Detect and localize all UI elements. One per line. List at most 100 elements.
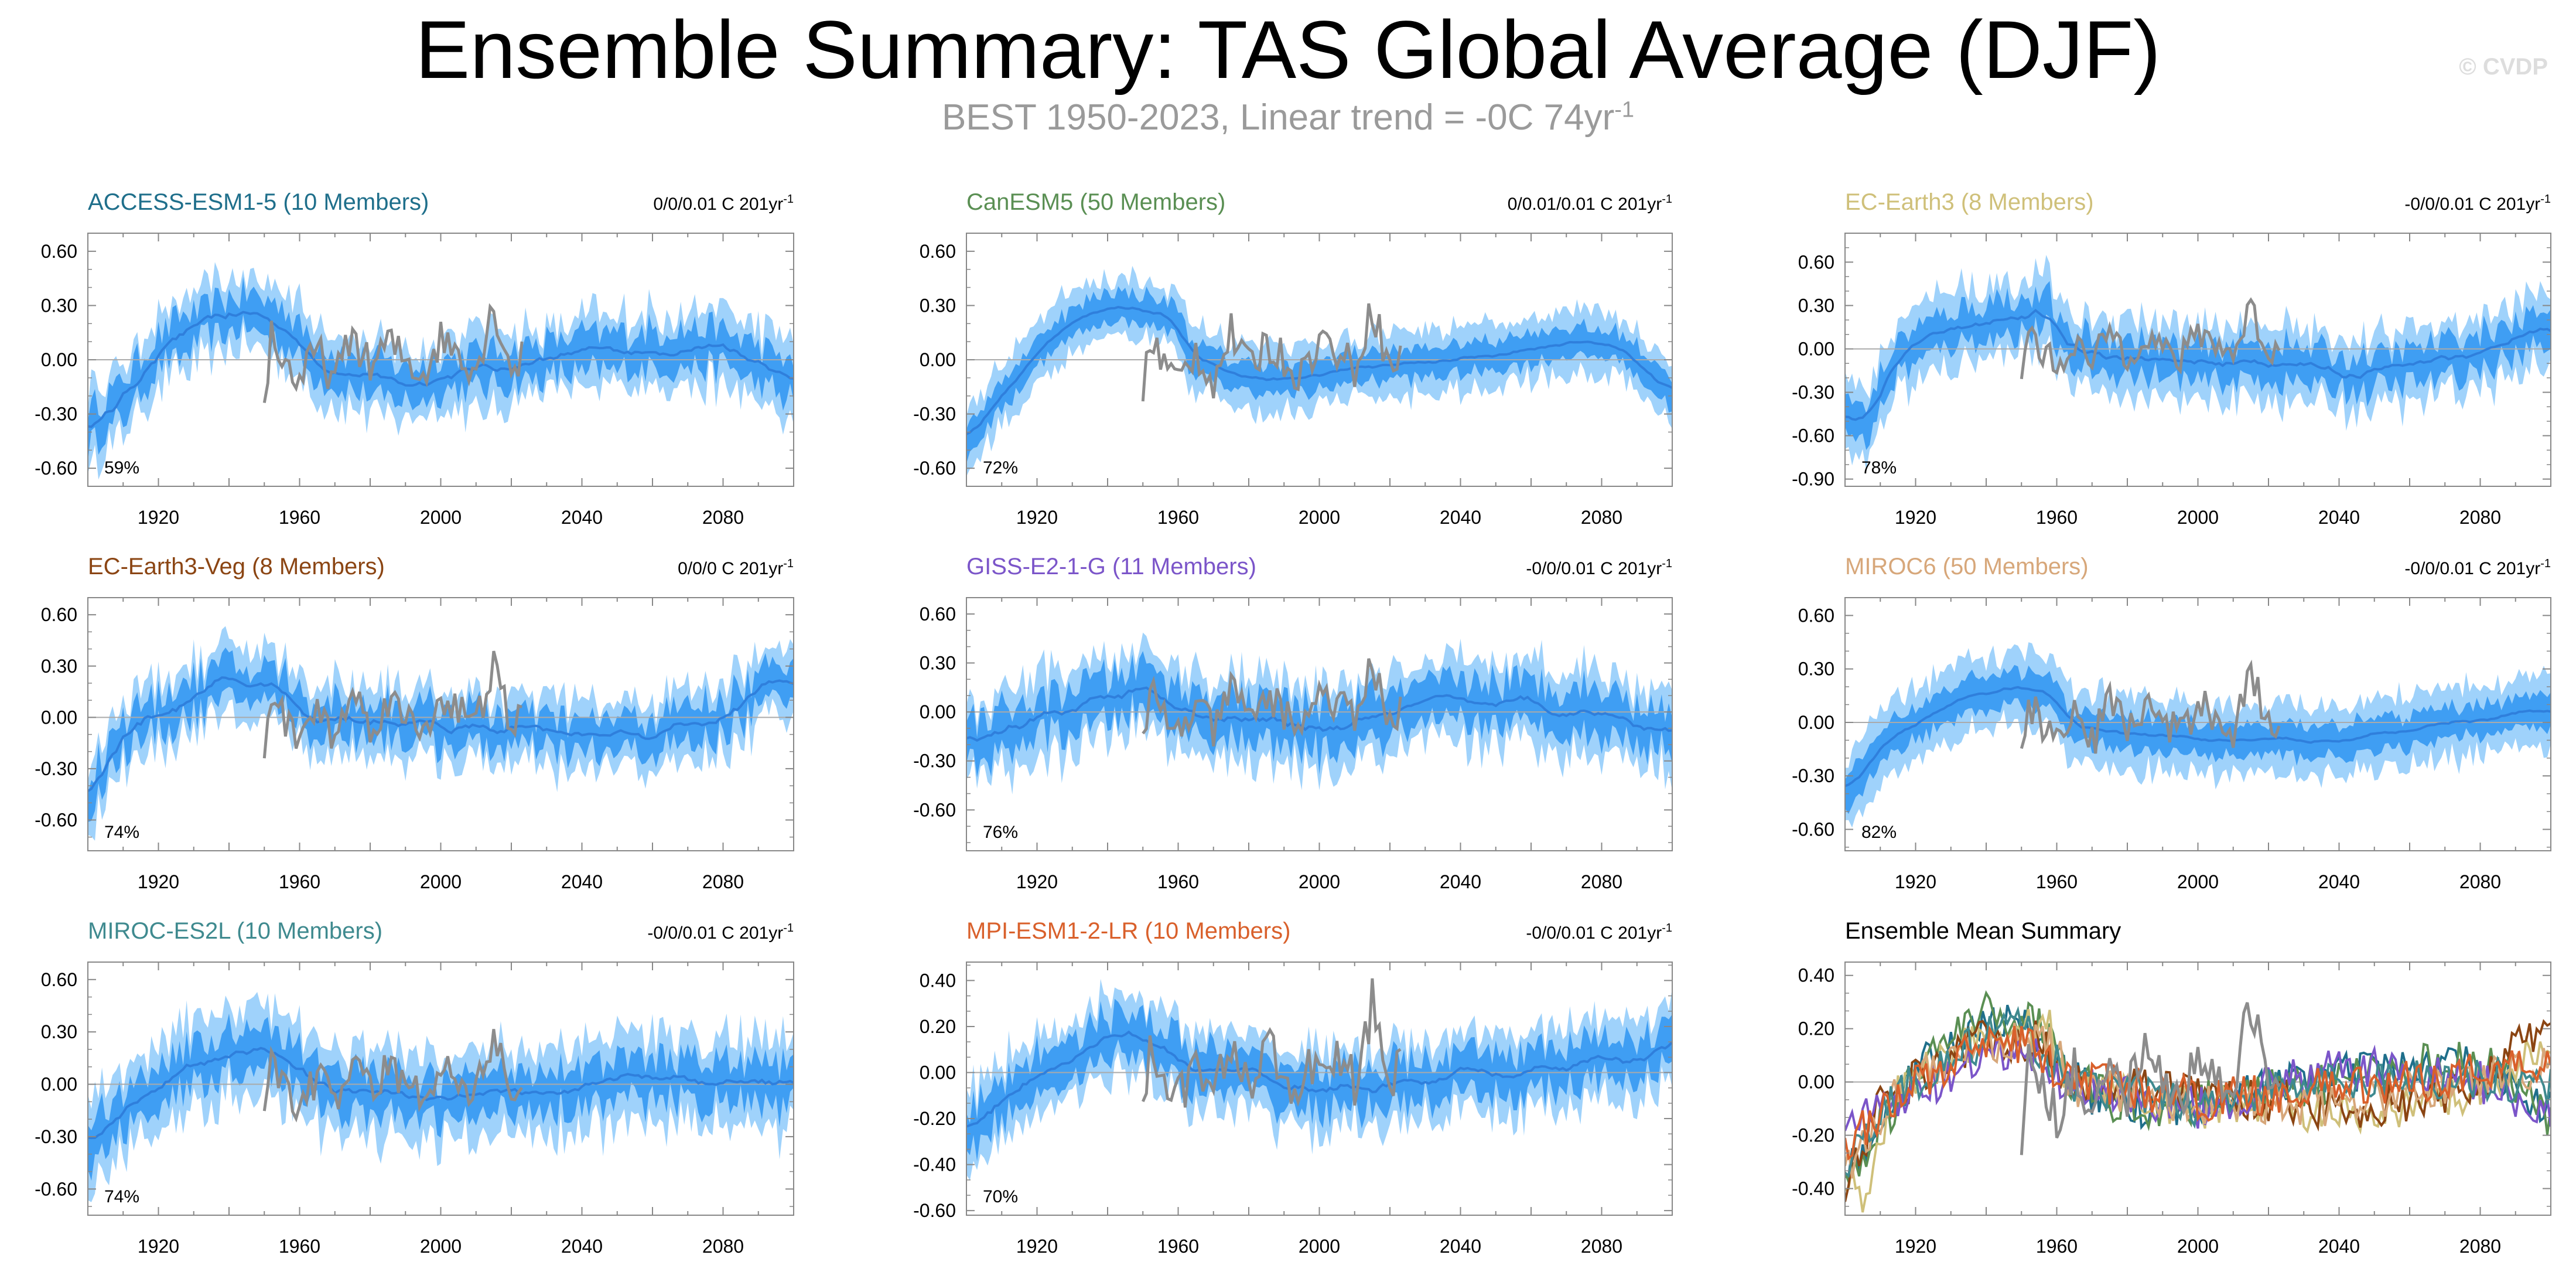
model-mean-line [1845,1025,2551,1161]
ytick-label: -0.90 [1792,469,1834,490]
xtick-label: 2000 [420,871,462,892]
xtick-label: 2080 [702,871,744,892]
subtitle-text: BEST 1950-2023, Linear trend = -0C 74yr [941,97,1615,138]
ytick-label: -0.60 [913,799,956,820]
observation-line [1142,658,1402,747]
ytick-label: 0.60 [41,604,77,625]
plot-area [1845,990,2551,1213]
chart-panel: MPI-ESM1-2-LR (10 Members) -0/0/0.01 C 20… [913,918,1673,1257]
ytick-label: 0.00 [41,349,77,370]
ytick-label: 0.00 [920,349,956,370]
observation-line [262,1029,524,1123]
ytick-label: -0.60 [1792,425,1834,446]
ensemble-mean-line [88,676,794,792]
percent-label: 70% [983,1187,1018,1206]
xtick-label: 1960 [1157,1236,1199,1257]
ytick-label: -0.60 [1792,819,1834,840]
ytick-label: -0.60 [35,809,77,830]
spread-band-inner [88,1013,794,1181]
xtick-label: 2080 [2459,871,2501,892]
ytick-label: 0.40 [1798,965,1834,986]
spread-band-inner [88,277,794,462]
xtick-label: 1960 [279,1236,320,1257]
xtick-label: 2080 [702,507,744,528]
xtick-label: 2080 [1581,871,1622,892]
spread-band-outer [88,262,794,480]
chart-panel: ACCESS-ESM1-5 (10 Members) 0/0/0.01 C 201… [35,189,794,528]
panel-title: MPI-ESM1-2-LR (10 Members) [966,918,1290,944]
observation-line [1141,303,1402,402]
ytick-label: -0.60 [35,458,77,479]
xtick-label: 2080 [2459,1236,2501,1257]
panel-title: GISS-E2-1-G (11 Members) [966,554,1256,579]
plot-area [1845,642,2551,828]
chart-panel: GISS-E2-1-G (11 Members) -0/0/0.01 C 201y… [913,554,1673,892]
chart-panel: MIROC6 (50 Members) -0/0/0.01 C 201yr-1 82… [1792,554,2551,892]
xtick-label: 1960 [2036,871,2078,892]
ytick-label: 0.20 [920,1016,956,1037]
observation-line [2020,297,2281,380]
xtick-label: 2080 [2459,507,2501,528]
ytick-label: 0.30 [1798,295,1834,316]
xtick-label: 2040 [2318,871,2360,892]
ytick-label: -0.30 [913,404,956,425]
xtick-label: 1960 [2036,507,2078,528]
spread-band-inner [1845,281,2551,450]
xtick-label: 1920 [138,507,179,528]
xtick-label: 2000 [2177,507,2219,528]
trend-label: -0/0/0.01 C 201yr-1 [2404,193,2551,214]
observation-line [2020,1002,2281,1155]
panel-title: CanESM5 (50 Members) [966,189,1225,215]
spread-band-inner [88,647,794,822]
observation-line [2020,659,2281,754]
xtick-label: 1920 [1895,1236,1936,1257]
xtick-label: 2000 [420,1236,462,1257]
xtick-label: 2080 [1581,1236,1622,1257]
xtick-label: 1920 [1016,1236,1058,1257]
ytick-label: 0.60 [1798,251,1834,272]
ytick-label: 0.30 [1798,659,1834,680]
ytick-label: 0.00 [41,1074,77,1095]
trend-label: 0/0.01/0.01 C 201yr-1 [1508,193,1672,214]
chart-panel: MIROC-ES2L (10 Members) -0/0/0.01 C 201yr… [35,918,794,1257]
xtick-label: 2040 [2318,1236,2360,1257]
ytick-label: 0.60 [41,241,77,262]
plot-area [88,626,794,841]
panel-title: EC-Earth3-Veg (8 Members) [88,554,385,579]
ensemble-mean-line [1845,686,2551,787]
ensemble-mean-line [88,1046,794,1140]
xtick-label: 1920 [138,871,179,892]
xtick-label: 1920 [138,1236,179,1257]
ytick-label: 0.60 [41,969,77,990]
percent-label: 72% [983,458,1018,478]
ytick-label: 0.60 [920,604,956,625]
trend-label: -0/0/0.01 C 201yr-1 [2404,557,2551,578]
ytick-label: -0.60 [913,1200,956,1221]
percent-label: 59% [104,458,139,478]
ensemble-mean-line [88,311,794,428]
ytick-label: -0.30 [1792,765,1834,786]
plot-area [966,978,1672,1181]
observation-line [1142,978,1402,1108]
ensemble-mean-line [966,686,1672,742]
page-title: Ensemble Summary: TAS Global Average (DJ… [415,4,2161,96]
xtick-label: 2000 [1299,871,1340,892]
ytick-label: -0.20 [1792,1125,1834,1146]
percent-label: 82% [1861,823,1897,842]
panel-title: EC-Earth3 (8 Members) [1845,189,2094,215]
percent-label: 74% [104,1187,139,1206]
percent-label: 78% [1861,458,1897,478]
xtick-label: 2040 [561,1236,603,1257]
ytick-label: 0.00 [1798,1072,1834,1093]
chart-panel: EC-Earth3 (8 Members) -0/0/0.01 C 201yr-1… [1792,189,2551,528]
plot-area [88,992,794,1202]
ytick-label: 0.30 [41,656,77,677]
spread-band-inner [966,651,1672,778]
ytick-label: 0.20 [1798,1018,1834,1039]
ytick-label: 0.40 [920,970,956,991]
xtick-label: 1920 [1016,507,1058,528]
xtick-label: 1920 [1016,871,1058,892]
chart-panel: EC-Earth3-Veg (8 Members) 0/0/0 C 201yr-1… [35,554,794,892]
xtick-label: 2080 [1581,507,1622,528]
xtick-label: 2040 [1440,871,1481,892]
